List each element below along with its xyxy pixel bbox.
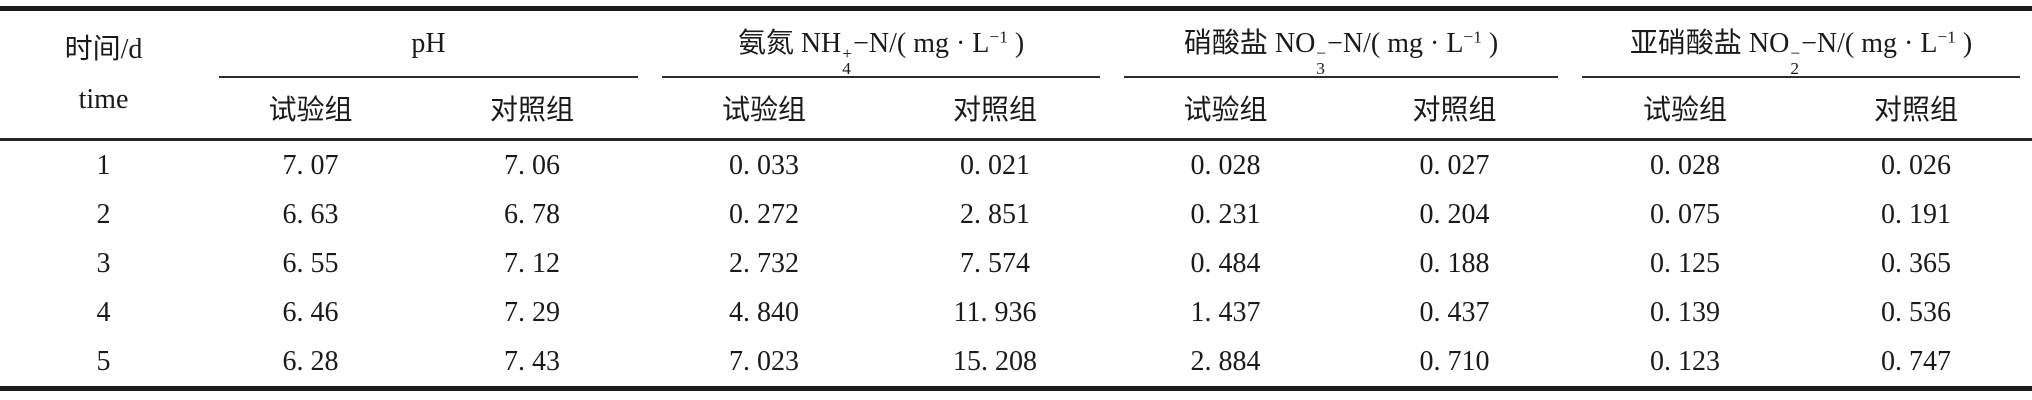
cell-no3-ctrl: 0. 204 bbox=[1419, 198, 1490, 230]
cell-no3-ctrl: 0. 027 bbox=[1419, 149, 1490, 181]
table-row: 2 6. 63 6. 78 0. 272 2. 851 0. 231 0. 20… bbox=[0, 190, 2032, 239]
water-quality-table: 时间/d time pH 氨氮 NH +4 −N/( mg · L−1 ) 硝酸盐 … bbox=[0, 6, 2032, 391]
cell-no2-exp: 0. 075 bbox=[1650, 198, 1721, 230]
cell-no2-ctrl: 0. 365 bbox=[1881, 247, 1952, 279]
cell-no3-exp: 0. 028 bbox=[1190, 149, 1261, 181]
cell-nh4-ctrl: 15. 208 bbox=[878, 337, 1113, 391]
subheader-no3-experimental: 试验组 bbox=[1112, 77, 1340, 141]
cell-nh4-exp: 2. 732 bbox=[729, 247, 800, 279]
subheader-no3-control: 对照组 bbox=[1339, 77, 1571, 141]
cell-no2-ctrl: 0. 191 bbox=[1881, 198, 1952, 230]
cell-no3-exp: 0. 484 bbox=[1190, 247, 1261, 279]
header-time: 时间/d time bbox=[0, 8, 207, 141]
subheader-nh4-experimental: 试验组 bbox=[650, 77, 879, 141]
subheader-row: 试验组 对照组 试验组 对照组 试验组 对照组 试验组 对照组 bbox=[0, 77, 2032, 141]
formula-stack: −2 bbox=[1790, 44, 1801, 79]
cell-no2-exp: 0. 028 bbox=[1650, 149, 1721, 181]
table-row: 1 7. 07 7. 06 0. 033 0. 021 0. 028 0. 02… bbox=[0, 140, 2032, 191]
cell-no3-ctrl: 0. 437 bbox=[1419, 296, 1490, 328]
cell-no3-exp: 1. 437 bbox=[1190, 296, 1261, 328]
table-row: 4 6. 46 7. 29 4. 840 11. 936 1. 437 0. 4… bbox=[0, 288, 2032, 337]
cell-ph-exp: 6. 46 bbox=[282, 296, 339, 328]
group-header-ph: pH bbox=[207, 9, 650, 78]
cell-no2-exp: 0. 139 bbox=[1650, 296, 1721, 328]
cell-no2-ctrl: 0. 536 bbox=[1881, 296, 1952, 328]
group-header-no3: 硝酸盐 NO −3 −N/( mg · L−1 ) bbox=[1112, 9, 1570, 78]
cell-ph-ctrl: 7. 06 bbox=[504, 149, 560, 181]
cell-nh4-exp: 4. 840 bbox=[729, 296, 800, 328]
group-underline bbox=[219, 76, 639, 78]
cell-no3-exp: 2. 884 bbox=[1112, 337, 1340, 391]
cell-time: 1 bbox=[96, 149, 111, 181]
header-time-en: time bbox=[78, 83, 129, 115]
group-title-nh4: 氨氮 NH +4 −N/( mg · L−1 ) bbox=[737, 27, 1025, 79]
cell-ph-ctrl: 7. 29 bbox=[504, 296, 560, 328]
cell-ph-ctrl: 7. 12 bbox=[504, 247, 560, 279]
cell-nh4-exp: 0. 272 bbox=[729, 198, 800, 230]
cell-ph-exp: 6. 55 bbox=[282, 247, 339, 279]
cell-time: 5 bbox=[0, 337, 207, 391]
formula-stack: +4 bbox=[842, 44, 853, 79]
subheader-nh4-control: 对照组 bbox=[878, 77, 1113, 141]
cell-time: 2 bbox=[96, 198, 111, 230]
cell-time: 4 bbox=[96, 296, 111, 328]
cell-no3-exp: 0. 231 bbox=[1190, 198, 1261, 230]
group-title-no3: 硝酸盐 NO −3 −N/( mg · L−1 ) bbox=[1183, 27, 1499, 79]
cell-no2-exp: 0. 125 bbox=[1650, 247, 1721, 279]
subheader-no2-experimental: 试验组 bbox=[1570, 77, 1801, 141]
cell-ph-ctrl: 7. 43 bbox=[414, 337, 651, 391]
subheader-no2-control: 对照组 bbox=[1800, 77, 2032, 141]
cell-nh4-ctrl: 7. 574 bbox=[960, 247, 1031, 279]
cell-ph-exp: 6. 63 bbox=[282, 198, 339, 230]
cell-no2-ctrl: 0. 747 bbox=[1800, 337, 2032, 391]
formula-stack: −3 bbox=[1316, 44, 1327, 79]
subheader-ph-control: 对照组 bbox=[414, 77, 651, 141]
cell-no2-exp: 0. 123 bbox=[1570, 337, 1801, 391]
cell-ph-exp: 7. 07 bbox=[282, 149, 339, 181]
cell-nh4-exp: 7. 023 bbox=[650, 337, 879, 391]
cell-ph-ctrl: 6. 78 bbox=[504, 198, 560, 230]
table-row: 5 6. 28 7. 43 7. 023 15. 208 2. 884 0. 7… bbox=[0, 337, 2032, 391]
cell-no2-ctrl: 0. 026 bbox=[1881, 149, 1952, 181]
group-underline bbox=[1582, 76, 2021, 78]
group-header-no2: 亚硝酸盐 NO −2 −N/( mg · L−1 ) bbox=[1570, 9, 2032, 78]
header-time-cn: 时间/d bbox=[64, 33, 143, 65]
cell-no3-ctrl: 0. 188 bbox=[1419, 247, 1490, 279]
cell-nh4-ctrl: 0. 021 bbox=[960, 149, 1031, 181]
cell-ph-exp: 6. 28 bbox=[207, 337, 414, 391]
group-header-nh4: 氨氮 NH +4 −N/( mg · L−1 ) bbox=[650, 9, 1112, 78]
cell-nh4-ctrl: 11. 936 bbox=[953, 296, 1037, 328]
group-title-no2: 亚硝酸盐 NO −2 −N/( mg · L−1 ) bbox=[1629, 27, 1973, 79]
subheader-ph-experimental: 试验组 bbox=[207, 77, 414, 141]
cell-no3-ctrl: 0. 710 bbox=[1339, 337, 1571, 391]
group-title-ph: pH bbox=[411, 28, 446, 59]
cell-nh4-exp: 0. 033 bbox=[729, 149, 800, 181]
group-underline bbox=[662, 76, 1101, 78]
group-underline bbox=[1124, 76, 1559, 78]
cell-nh4-ctrl: 2. 851 bbox=[960, 198, 1031, 230]
cell-time: 3 bbox=[96, 247, 111, 279]
table-row: 3 6. 55 7. 12 2. 732 7. 574 0. 484 0. 18… bbox=[0, 239, 2032, 288]
group-header-row: 时间/d time pH 氨氮 NH +4 −N/( mg · L−1 ) 硝酸盐 … bbox=[0, 8, 2032, 141]
